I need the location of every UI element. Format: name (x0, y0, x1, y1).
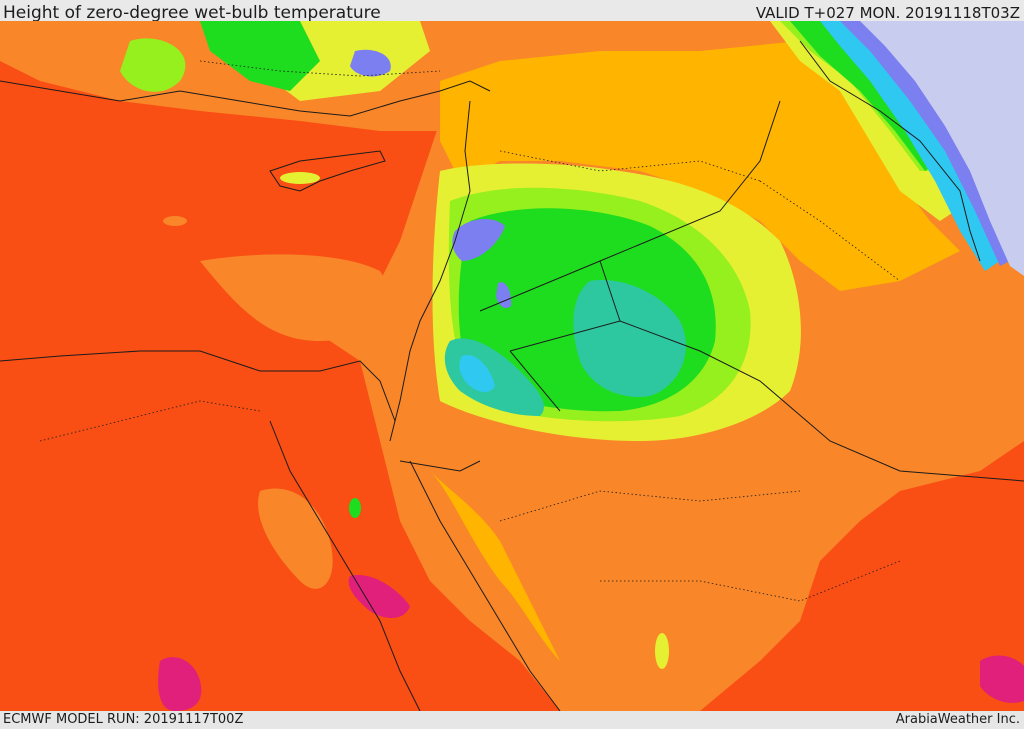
credit: ArabiaWeather Inc. (895, 712, 1020, 727)
coastline-gulf (799, 40, 981, 262)
border-saudi-iraq (599, 260, 621, 322)
boundary-turkey (199, 60, 441, 77)
coastline-levant (389, 100, 471, 442)
boundary-syria (499, 150, 761, 182)
boundary-iraq (759, 180, 901, 282)
field-orange-sinai (258, 488, 333, 589)
field-spot-sinai (349, 498, 361, 518)
field-gold-arabia (430, 471, 560, 661)
border-egypt-israel (399, 460, 481, 472)
border-syria-iraq (479, 100, 781, 312)
coastline-redsea (269, 420, 421, 711)
field-spot-cyprus (280, 172, 320, 184)
admin-boundaries (39, 60, 901, 602)
coastline-turkey (0, 80, 491, 117)
field-blue-north (350, 49, 391, 77)
field-magenta-sw (158, 657, 202, 711)
coastline-cyprus (269, 150, 386, 192)
field-green-ne (790, 21, 940, 171)
borders (399, 100, 1024, 482)
field-blue-spot (496, 282, 512, 308)
field-spot-sea (163, 216, 187, 226)
field-blue-lebanon (452, 219, 505, 261)
field-cyan-jordan (459, 355, 495, 393)
field-cyan-ne (820, 21, 1000, 271)
border-jordan (509, 350, 561, 412)
boundary-egypt (39, 400, 261, 442)
header-bar: Height of zero-degree wet-bulb temperatu… (0, 0, 1024, 21)
field-spot-arabia (655, 633, 669, 669)
footer-bar: ECMWF MODEL RUN: 20191117T00Z ArabiaWeat… (0, 711, 1024, 729)
field-light-green-north (120, 38, 186, 92)
map-title: Height of zero-degree wet-bulb temperatu… (3, 3, 381, 21)
valid-time: VALID T+027 MON. 20191118T03Z (755, 4, 1020, 21)
field-magenta-se (980, 655, 1024, 703)
field-orange-sea (200, 254, 388, 341)
field-lowest-ne (860, 21, 1024, 276)
coastline-egypt (0, 350, 396, 422)
model-run: ECMWF MODEL RUN: 20191117T00Z (3, 712, 244, 727)
field-magenta-redsea (348, 575, 410, 618)
weather-map[interactable] (0, 21, 1024, 711)
coastline-arabia (409, 460, 561, 711)
coastlines (0, 40, 981, 711)
field-teal (573, 280, 686, 397)
boundary-saudi-north (499, 490, 801, 522)
field-green-north (200, 21, 320, 91)
